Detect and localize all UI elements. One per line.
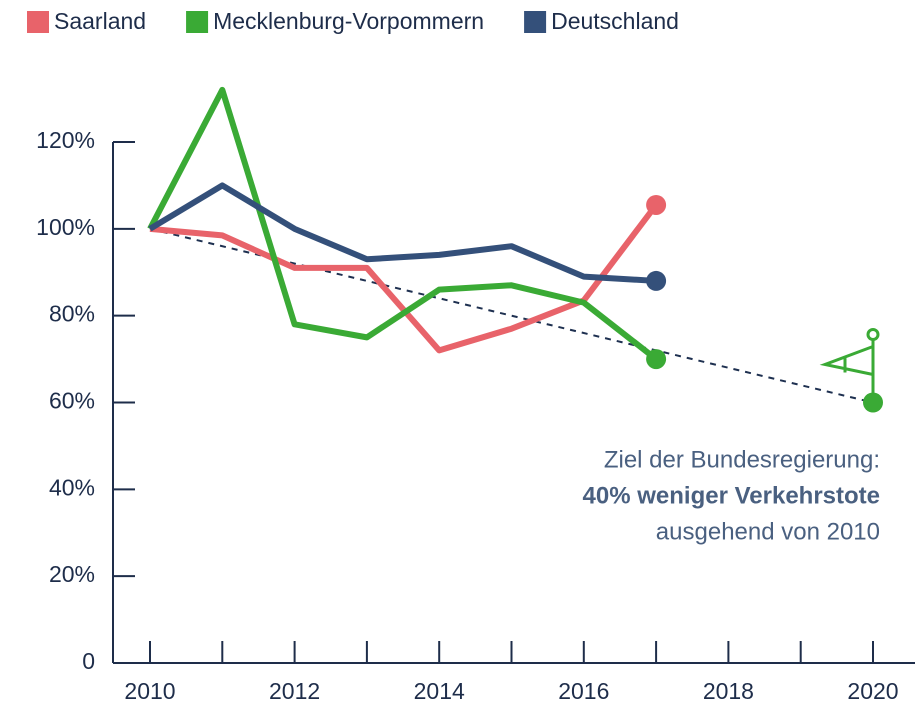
y-tick-label: 60% [49,388,95,414]
x-tick-label: 2016 [558,678,609,704]
x-tick-label: 2014 [414,678,465,704]
legend-label: Deutschland [551,8,679,34]
y-tick-label: 20% [49,561,95,587]
y-tick-label: 120% [36,127,95,153]
legend-swatch [27,11,49,33]
annotation: Ziel der Bundesregierung: [604,446,880,473]
target-point [863,392,883,413]
series-line [149,203,659,354]
end-point [646,194,667,215]
legend-label: Saarland [54,8,146,34]
y-tick-label: 0 [82,648,95,674]
flag [819,344,875,377]
x-tick-label: 2020 [847,678,898,704]
x-tick-label: 2010 [124,678,175,704]
end-point [646,349,667,370]
legend-label: Mecklenburg-Vorpommern [213,8,484,34]
flag-top [866,328,880,341]
legend-swatch [524,11,547,33]
annotation: 40% weniger Verkehrstote [583,482,880,509]
end-point [646,270,667,291]
series-line [148,182,657,284]
x-tick-label: 2012 [269,678,320,704]
series-line [147,86,658,362]
legend-swatch [186,11,209,33]
y-tick-label: 40% [49,474,95,500]
y-tick-label: 80% [49,301,95,327]
annotation: ausgehend von 2010 [656,518,880,545]
x-tick-label: 2018 [703,678,754,704]
y-tick-label: 100% [36,214,95,240]
